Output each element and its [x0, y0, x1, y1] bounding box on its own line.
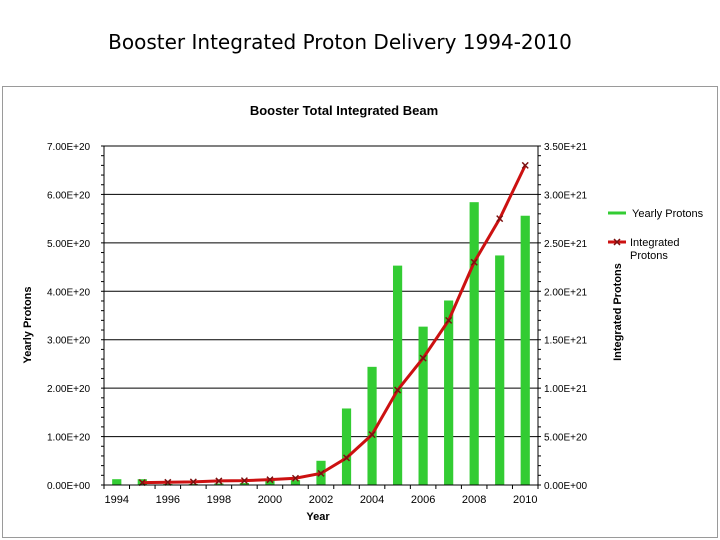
chart-title: Booster Total Integrated Beam [250, 103, 438, 118]
x-tick-label: 1998 [207, 494, 231, 506]
integrated-line [142, 164, 527, 485]
x-tick-label: 2002 [309, 494, 333, 506]
y-left-tick-label: 1.00E+20 [47, 433, 91, 444]
bar [469, 202, 479, 486]
bar-series [112, 202, 530, 486]
y-right-tick-label: 5.00E+20 [544, 433, 588, 444]
bar [444, 300, 454, 485]
point-marker [342, 454, 351, 462]
bar [367, 366, 377, 485]
y-right-tick-label: 3.50E+21 [544, 142, 588, 153]
x-tick-label: 2006 [411, 494, 435, 506]
y-axis-left-title: Yearly Protons [22, 286, 34, 363]
x-tick-label: 2000 [258, 494, 282, 506]
line-series [138, 161, 529, 487]
point-marker [394, 386, 402, 394]
bar [265, 480, 275, 485]
point-marker [317, 469, 325, 477]
legend-label-yearly: Yearly Protons [632, 208, 704, 220]
legend-marker-integrated [613, 238, 621, 246]
point-marker [291, 474, 300, 482]
bar [290, 480, 301, 485]
x-tick-label: 2010 [513, 494, 537, 506]
y-right-tick-label: 0.00E+00 [544, 481, 588, 492]
y-left-tick-label: 7.00E+20 [47, 142, 91, 153]
x-tick-label: 1996 [156, 494, 180, 506]
point-marker [419, 354, 427, 362]
y-axis-right-title: Integrated Protons [612, 263, 624, 361]
point-marker [521, 161, 529, 169]
point-marker [215, 477, 223, 485]
slide-title: Booster Integrated Proton Delivery 1994-… [108, 30, 572, 54]
bar [239, 483, 250, 485]
point-marker [164, 478, 172, 486]
point-marker [470, 258, 478, 266]
point-marker [368, 431, 376, 439]
bar [341, 408, 352, 485]
axes: 0.00E+00 0.00E+00 1.00E+20 5.00E+20 2.00E+20… [47, 142, 588, 506]
y-right-tick-label: 1.00E+21 [544, 384, 588, 395]
bar [214, 483, 224, 485]
y-left-tick-label: 2.00E+20 [47, 384, 91, 395]
point-marker [445, 316, 453, 324]
y-right-tick-label: 3.00E+21 [544, 190, 588, 201]
x-tick-label: 1994 [105, 494, 129, 506]
y-left-tick-label: 0.00E+00 [47, 481, 91, 492]
y-left-tick-label: 3.00E+20 [47, 336, 91, 347]
point-marker [266, 476, 274, 484]
bar [112, 479, 122, 485]
y-right-tick-label: 2.00E+21 [544, 287, 588, 298]
point-marker [240, 477, 248, 485]
chart-frame [2, 86, 718, 538]
point-marker [189, 478, 197, 486]
point-marker [496, 215, 504, 223]
legend-label-integrated-line2: Protons [630, 250, 668, 262]
bar [418, 326, 428, 485]
legend-label-integrated: Integrated [630, 237, 680, 249]
x-tick-label: 2004 [360, 494, 384, 506]
y-left-tick-label: 5.00E+20 [47, 239, 91, 250]
y-right-tick-label: 1.50E+21 [544, 336, 588, 347]
x-tick-label: 2008 [462, 494, 486, 506]
bar [495, 255, 505, 485]
bar [392, 265, 403, 485]
y-right-tick-label: 2.50E+21 [544, 239, 588, 250]
y-left-tick-label: 6.00E+20 [47, 190, 91, 201]
x-axis-title: Year [306, 511, 330, 523]
y-left-tick-label: 4.00E+20 [47, 287, 91, 298]
bar [520, 215, 530, 486]
